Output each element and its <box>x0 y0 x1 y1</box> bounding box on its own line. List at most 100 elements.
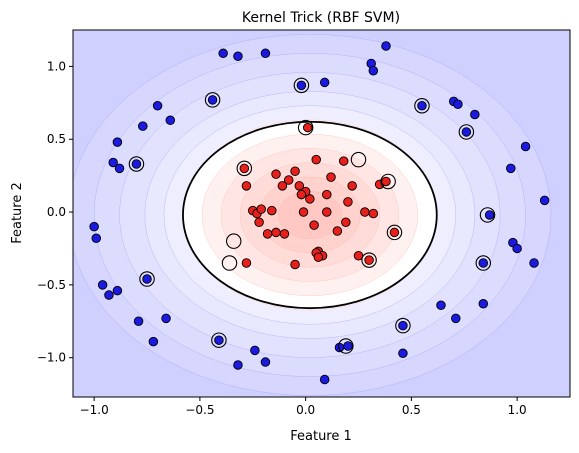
y-tick-label: 0.0 <box>47 205 66 219</box>
inner-class-point <box>262 229 273 239</box>
y-tick-label: 0.5 <box>47 132 66 146</box>
outer-class-point <box>319 77 330 88</box>
inner-class-point <box>364 255 374 265</box>
outer-class-point <box>207 95 218 105</box>
outer-class-point <box>112 285 123 296</box>
support-vector-ring <box>338 338 354 354</box>
inner-class-point <box>239 163 250 174</box>
chart-title: Kernel Trick (RBF SVM) <box>242 10 400 26</box>
support-vector-ring <box>380 173 396 190</box>
outer-class-point <box>142 274 152 284</box>
outer-class-point <box>214 335 224 345</box>
outer-class-point <box>461 127 472 137</box>
support-vector-ring <box>475 255 492 271</box>
support-vector-ring <box>221 255 238 271</box>
outer-class-point <box>114 163 125 174</box>
outer-class-point <box>470 109 480 120</box>
inner-class-point <box>290 259 300 270</box>
outer-class-point <box>152 100 163 111</box>
support-vector-ring <box>211 332 227 348</box>
inner-class-point <box>309 220 319 230</box>
outer-class-point <box>334 342 345 353</box>
plot-frame <box>72 29 571 398</box>
inner-class-point <box>298 207 309 217</box>
outer-class-point <box>97 280 108 290</box>
outer-class-point <box>381 41 391 51</box>
inner-class-point <box>322 189 332 200</box>
outer-class-point <box>218 48 228 59</box>
outer-class-point <box>512 243 522 254</box>
outer-class-point <box>138 121 148 131</box>
support-vector-ring <box>479 207 496 223</box>
y-tick-label: −1.0 <box>37 351 66 365</box>
outer-class-point <box>161 313 171 324</box>
outer-class-point <box>165 115 176 126</box>
support-vector-ring <box>350 151 367 168</box>
outer-class-point <box>104 290 114 300</box>
inner-class-point <box>322 207 332 217</box>
outer-class-point <box>436 300 446 311</box>
support-vectors <box>128 77 496 354</box>
outer-class-point <box>484 210 495 220</box>
inner-class-point <box>241 258 252 268</box>
outer-class-point <box>398 320 408 331</box>
inner-class-point <box>256 204 266 214</box>
y-axis-label: Feature 2 <box>10 182 25 244</box>
outer-class-point <box>108 157 118 168</box>
outer-class-point <box>148 336 159 347</box>
outer-class-point <box>131 159 142 169</box>
support-vector-ring <box>204 92 221 108</box>
inner-class-point <box>332 226 343 236</box>
outer-class-point <box>478 299 489 309</box>
outer-class-point <box>451 313 461 324</box>
x-tick-label: 1.0 <box>508 403 527 417</box>
x-tick-label: 0.0 <box>296 403 315 417</box>
support-vector-ring <box>236 160 253 177</box>
support-vector-ring <box>128 156 145 172</box>
outer-class-point <box>343 341 353 351</box>
outer-class-point <box>250 345 260 356</box>
y-axis-ticks: −1.0 −0.5 0.0 0.5 1.0 <box>37 59 73 365</box>
inner-class-point <box>381 176 391 187</box>
x-tick-label: −0.5 <box>185 403 214 417</box>
outer-class-point <box>506 163 516 174</box>
data-points <box>89 41 550 385</box>
inner-class-point <box>338 156 349 166</box>
outer-class-point <box>233 360 243 370</box>
inner-class-point <box>296 189 307 200</box>
outer-class-point <box>89 221 99 232</box>
inner-class-point <box>368 208 379 219</box>
y-tick-label: 1.0 <box>47 59 66 73</box>
y-tick-label: −0.5 <box>37 278 66 292</box>
inner-class-point <box>303 122 313 133</box>
outer-class-point <box>417 100 427 111</box>
inner-class-point <box>311 154 321 165</box>
inner-class-point <box>389 227 400 238</box>
inner-class-point <box>254 217 264 227</box>
plot-area <box>73 30 570 397</box>
support-vector-ring <box>414 97 430 114</box>
outer-class-point <box>91 233 102 244</box>
inner-class-point <box>241 181 252 191</box>
support-vector-ring <box>139 271 155 287</box>
outer-class-point <box>296 80 307 91</box>
outer-class-point <box>520 141 531 152</box>
outer-class-point <box>260 357 271 367</box>
inner-class-point <box>271 227 281 238</box>
outer-class-point <box>260 48 271 59</box>
outer-class-point <box>133 316 144 327</box>
outer-class-point <box>529 258 539 268</box>
outer-class-point <box>112 137 123 147</box>
inner-class-point <box>294 181 305 191</box>
support-vector-ring <box>293 77 310 94</box>
outer-class-point <box>233 51 243 61</box>
x-tick-label: 0.5 <box>402 403 421 417</box>
x-tick-label: −1.0 <box>80 403 109 417</box>
outer-class-point <box>368 66 379 76</box>
inner-class-point <box>341 217 351 227</box>
inner-class-point <box>279 229 290 239</box>
inner-class-point <box>271 169 281 179</box>
outer-class-point <box>398 348 408 359</box>
inner-class-point <box>283 175 294 185</box>
